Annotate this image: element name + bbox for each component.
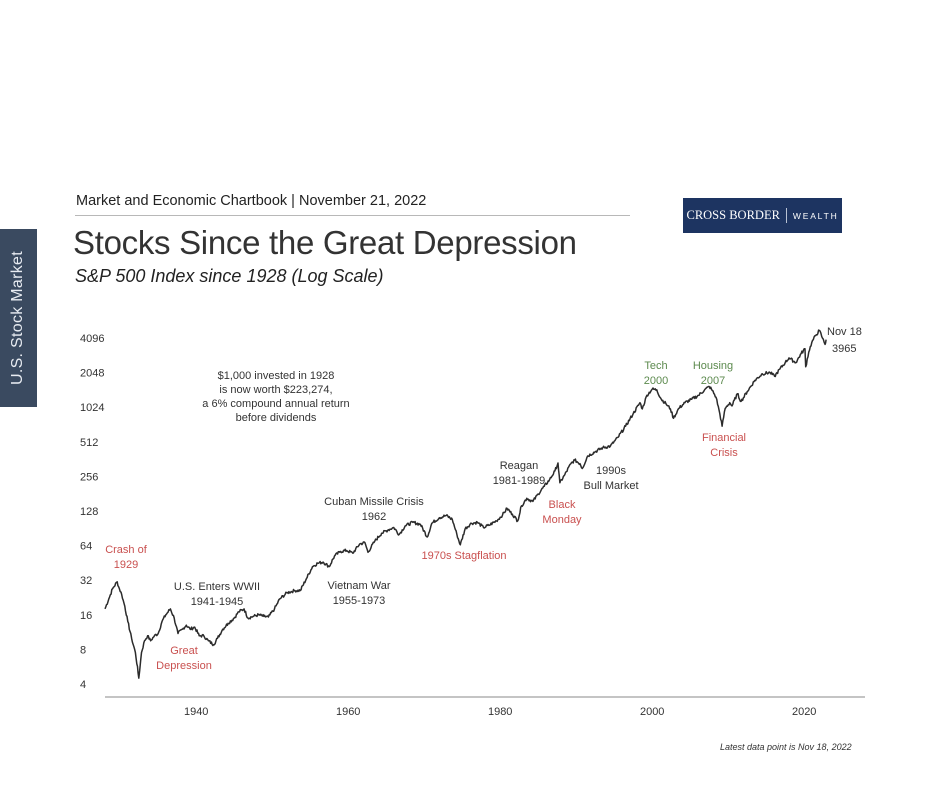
y-tick-label: 4 (80, 679, 86, 691)
y-tick-label: 512 (80, 437, 98, 449)
y-tick-label: 128 (80, 506, 98, 518)
y-tick-label: 2048 (80, 368, 104, 380)
annotation-text: Crisis (710, 447, 738, 459)
x-tick-label: 1940 (184, 706, 208, 718)
annotation-text: Housing (693, 360, 733, 372)
annotation-text: Depression (156, 660, 212, 672)
end-label-date: Nov 18 (827, 326, 862, 338)
annotation-text: 1970s Stagflation (421, 550, 506, 562)
annotation-text: Financial (702, 432, 746, 444)
annotation-text: 1981-1989 (493, 475, 546, 487)
page-subtitle: S&P 500 Index since 1928 (Log Scale) (75, 266, 384, 286)
annotation-text: Great (170, 645, 198, 657)
y-tick-label: 32 (80, 575, 92, 587)
y-tick-label: 256 (80, 471, 98, 483)
annotation-text: Bull Market (583, 480, 638, 492)
series-line (104, 329, 827, 679)
logo-text-left: CROSS BORDER (686, 208, 780, 222)
annotation-text: Reagan (500, 460, 539, 472)
annotation-text: $1,000 invested in 1928 (218, 370, 335, 382)
logo-text-right: WEALTH (792, 210, 839, 221)
annotation-text: a 6% compound annual return (202, 398, 349, 410)
side-tab: U.S. Stock Market (0, 229, 37, 407)
annotation-text: Tech (644, 360, 667, 372)
header-rule (75, 215, 630, 216)
annotation-text: Crash of (105, 544, 148, 556)
annotation-text: U.S. Enters WWII (174, 581, 260, 593)
x-tick-label: 1980 (488, 706, 512, 718)
x-tick-label: 2000 (640, 706, 664, 718)
y-tick-label: 1024 (80, 402, 104, 414)
annotation-text: 2000 (644, 375, 668, 387)
annotation-text: 1941-1945 (191, 596, 244, 608)
header-line: Market and Economic Chartbook | November… (76, 193, 427, 209)
annotation-text: Monday (542, 514, 582, 526)
annotation-text: Cuban Missile Crisis (324, 496, 424, 508)
x-tick-label: 2020 (792, 706, 816, 718)
annotation-text: 1929 (114, 559, 138, 571)
annotation-text: 1990s (596, 465, 626, 477)
logo-divider (785, 208, 787, 223)
page-title: Stocks Since the Great Depression (73, 224, 577, 261)
y-tick-label: 64 (80, 541, 92, 553)
footnote: Latest data point is Nov 18, 2022 (720, 742, 852, 752)
annotation-text: Black (549, 499, 576, 511)
annotation-text: is now worth $223,274, (219, 384, 332, 396)
brand-logo: CROSS BORDER WEALTH (683, 198, 842, 233)
annotation-text: 1962 (362, 511, 386, 523)
y-tick-label: 8 (80, 644, 86, 656)
annotation-text: Vietnam War (328, 580, 391, 592)
y-tick-label: 4096 (80, 333, 104, 345)
annotation-text: 2007 (701, 375, 725, 387)
x-tick-label: 1960 (336, 706, 360, 718)
annotation-text: before dividends (236, 412, 317, 424)
annotation-text: 1955-1973 (333, 595, 386, 607)
y-tick-label: 16 (80, 610, 92, 622)
end-label-value: 3965 (832, 343, 856, 355)
